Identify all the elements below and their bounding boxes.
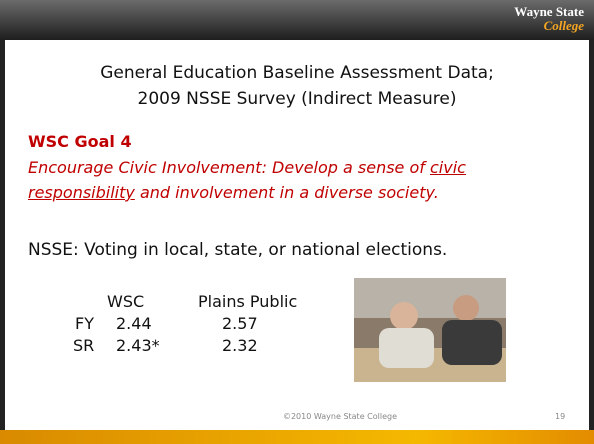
border: [0, 40, 5, 430]
goal-text: Encourage Civic Involvement: Develop a s…: [28, 155, 508, 205]
logo-text: College: [543, 18, 584, 33]
photo-person: [453, 295, 479, 321]
footer: ©2010 Wayne State College: [282, 412, 398, 421]
goal-heading: WSC Goal 4: [28, 132, 132, 151]
top-bar: [0, 0, 594, 40]
cell: 2.32: [222, 336, 258, 355]
title: 2009 NSSE Survey (Indirect Measure): [137, 89, 457, 109]
column-header: Plains Public: [198, 292, 298, 311]
text: and involvement in a diverse society.: [134, 183, 439, 202]
photo-person: [442, 320, 502, 365]
underlined-text: civic responsibility: [28, 158, 466, 202]
cell: 2.44: [116, 314, 152, 333]
photo-wall: [354, 278, 506, 318]
logo-text: Wayne State: [514, 4, 584, 19]
border: [589, 40, 594, 430]
cell: 2.43*: [116, 336, 160, 355]
text: Encourage Civic Involvement: Develop a s…: [28, 158, 430, 177]
measure: NSSE: Voting in local, state, or nationa…: [28, 240, 448, 260]
cell: 2.57: [222, 314, 258, 333]
photo-person: [390, 302, 418, 330]
title: General Education Baseline Assessment Da…: [100, 63, 494, 83]
row-label: SR: [73, 336, 95, 355]
photo-person: [379, 328, 434, 368]
logo: Wayne State College: [514, 5, 584, 33]
photo: [354, 278, 506, 382]
page-number: 19: [555, 412, 566, 421]
bottom-bar: [0, 430, 594, 444]
row-label: FY: [75, 314, 94, 333]
column-header: WSC: [107, 292, 145, 311]
